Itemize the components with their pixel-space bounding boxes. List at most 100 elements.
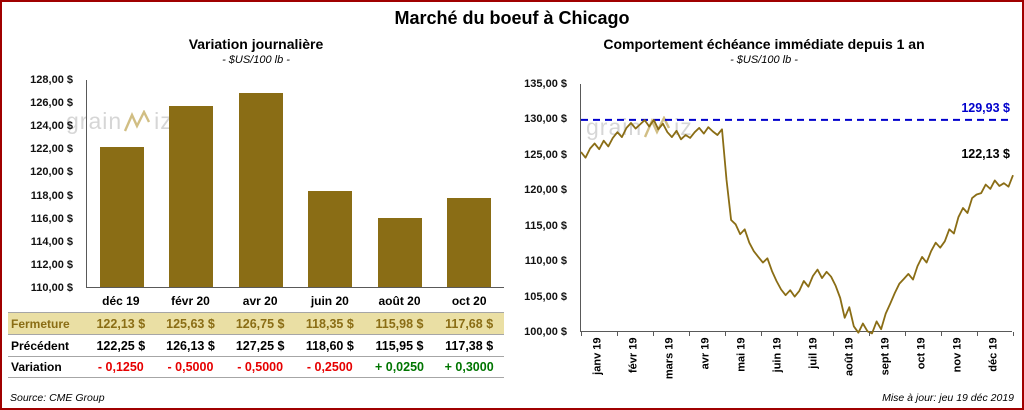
- line-x-label: juil 19: [807, 337, 820, 369]
- table-row-fermeture: Fermeture 122,13 $ 125,63 $ 126,75 $ 118,35 …: [8, 312, 504, 334]
- last-value-label: 122,13 $: [961, 147, 1010, 162]
- line-x-label: mai 19: [735, 337, 748, 372]
- line-x-label: déc 19: [987, 337, 1000, 372]
- bar-ytick-label: 124,00 $: [30, 120, 73, 133]
- line-chart-subtitle: - $US/100 lb -: [730, 54, 798, 66]
- price-table: Fermeture 122,13 $ 125,63 $ 126,75 $ 118,35 …: [8, 312, 504, 378]
- bar-chart: grain iz 128,00 $126,00 $124,00 $122,00 $…: [8, 74, 504, 294]
- x-axis-tick: [653, 332, 654, 336]
- line-x-label: avr 19: [699, 337, 712, 370]
- bar-category-label: juin 20: [310, 294, 349, 308]
- bar-ytick-label: 126,00 $: [30, 97, 73, 110]
- bar-category-label: août 20: [378, 294, 421, 308]
- table-cell: 127,25 $: [235, 338, 285, 353]
- line-x-label: févr 19: [627, 337, 640, 373]
- bar-category-label: févr 20: [171, 294, 210, 308]
- table-row-précédent: Précédent 122,25 $ 126,13 $ 127,25 $ 118,60 …: [8, 334, 504, 356]
- x-axis-tick: [581, 332, 582, 336]
- x-axis-tick: [761, 332, 762, 336]
- page-title: Marché du boeuf à Chicago: [394, 8, 630, 28]
- year-trend-panel: Comportement échéance immédiate depuis 1…: [508, 36, 1020, 396]
- bar-ytick-label: 114,00 $: [30, 235, 73, 248]
- line-x-label: sept 19: [879, 337, 892, 376]
- table-cell: 126,75 $: [235, 316, 285, 331]
- table-cell: 115,95 $: [375, 338, 424, 353]
- bar-category-label: déc 19: [102, 294, 140, 308]
- table-cell: + 0,3000: [444, 360, 494, 374]
- line-ytick-label: 105,00 $: [524, 290, 567, 303]
- line-ytick-label: 115,00 $: [524, 219, 567, 232]
- table-cell: - 0,2500: [306, 360, 353, 374]
- reference-value-label: 129,93 $: [961, 100, 1010, 115]
- line-x-label: août 19: [843, 337, 856, 377]
- table-cell: 118,60 $: [305, 338, 354, 353]
- table-cell: + 0,0250: [374, 360, 424, 374]
- updated-note: Mise à jour: jeu 19 déc 2019: [882, 392, 1014, 404]
- bar-category-label: oct 20: [451, 294, 487, 308]
- bar-ytick-label: 116,00 $: [30, 212, 73, 225]
- bar-plot-area: [86, 80, 504, 288]
- table-cell: 122,25 $: [96, 338, 146, 353]
- x-axis-tick: [977, 332, 978, 336]
- line-x-label: janv 19: [591, 337, 604, 375]
- table-cell: 118,35 $: [305, 316, 354, 331]
- bar-ytick-label: 112,00 $: [30, 258, 73, 271]
- line-chart-title: Comportement échéance immédiate depuis 1…: [603, 36, 925, 52]
- x-axis-tick: [941, 332, 942, 336]
- bar: [447, 198, 492, 287]
- line-y-axis: 135,00 $ 130,00 $ 125,00 $ 120,00 $ 115,00 $…: [508, 78, 572, 338]
- x-axis-tick: [617, 332, 618, 336]
- table-cell: - 0,5000: [237, 360, 284, 374]
- bar-ytick-label: 110,00 $: [30, 282, 73, 294]
- line-ytick-label: 125,00 $: [524, 148, 567, 161]
- bar-category-labels: déc 19 févr 20 avr 20 juin 20 août 20 oct 20: [8, 294, 504, 308]
- bar-y-axis: 128,00 $ 126,00 $ 124,00 $ 122,00 $ 120,00 $…: [8, 74, 78, 294]
- source-note: Source: CME Group: [10, 392, 105, 404]
- x-axis-tick: [1013, 332, 1014, 336]
- row-label: Précédent: [11, 338, 70, 353]
- bar-ytick-label: 120,00 $: [30, 166, 73, 179]
- line-x-label: oct 19: [915, 337, 928, 370]
- table-cell: 117,38 $: [445, 338, 494, 353]
- line-ytick-label: 110,00 $: [524, 255, 567, 268]
- table-cell: - 0,5000: [167, 360, 214, 374]
- x-axis-tick: [689, 332, 690, 336]
- table-cell: 117,68 $: [445, 316, 494, 331]
- cat-spacer: [8, 294, 86, 308]
- line-x-label: nov 19: [951, 337, 964, 373]
- table-cell: - 0,1250: [97, 360, 144, 374]
- row-label: Fermeture: [11, 316, 70, 331]
- table-cell: 125,63 $: [166, 316, 215, 331]
- line-chart: grain iz 135,00 $130,00 $125,00 $120,00 $…: [508, 78, 1020, 379]
- bar-chart-title: Variation journalière: [188, 36, 324, 52]
- table-cell: 115,98 $: [375, 316, 424, 331]
- bar-ytick-label: 128,00 $: [30, 74, 73, 86]
- line-ytick-label: 135,00 $: [524, 78, 567, 90]
- line-x-label: juin 19: [771, 337, 784, 373]
- bar: [99, 146, 144, 287]
- table-cell: 126,13 $: [166, 338, 215, 353]
- bar: [377, 217, 422, 287]
- line-ytick-label: 100,00 $: [524, 326, 567, 338]
- price-line: [580, 119, 1014, 335]
- line-x-label: mars 19: [663, 337, 676, 380]
- line-ytick-label: 130,00 $: [524, 113, 567, 126]
- price-line-svg: [580, 118, 1014, 335]
- bar: [238, 93, 283, 287]
- bar-ytick-label: 118,00 $: [30, 189, 73, 202]
- x-axis-tick: [833, 332, 834, 336]
- bar: [308, 190, 353, 287]
- x-axis-tick: [869, 332, 870, 336]
- table-row-variation: Variation - 0,1250 - 0,5000 - 0,5000 - 0,250…: [8, 356, 504, 378]
- line-ytick-label: 120,00 $: [524, 184, 567, 197]
- bar: [169, 106, 214, 287]
- bar-chart-subtitle: - $US/100 lb -: [222, 54, 290, 66]
- x-axis-tick: [905, 332, 906, 336]
- table-cell: 122,13 $: [96, 316, 146, 331]
- bar-ytick-label: 122,00 $: [30, 143, 73, 156]
- x-axis-tick: [797, 332, 798, 336]
- x-axis-tick: [725, 332, 726, 336]
- line-plot-area: 129,93 $ 122,13 $: [580, 84, 1014, 336]
- daily-variation-panel: Variation journalière - $US/100 lb - gra…: [8, 36, 504, 386]
